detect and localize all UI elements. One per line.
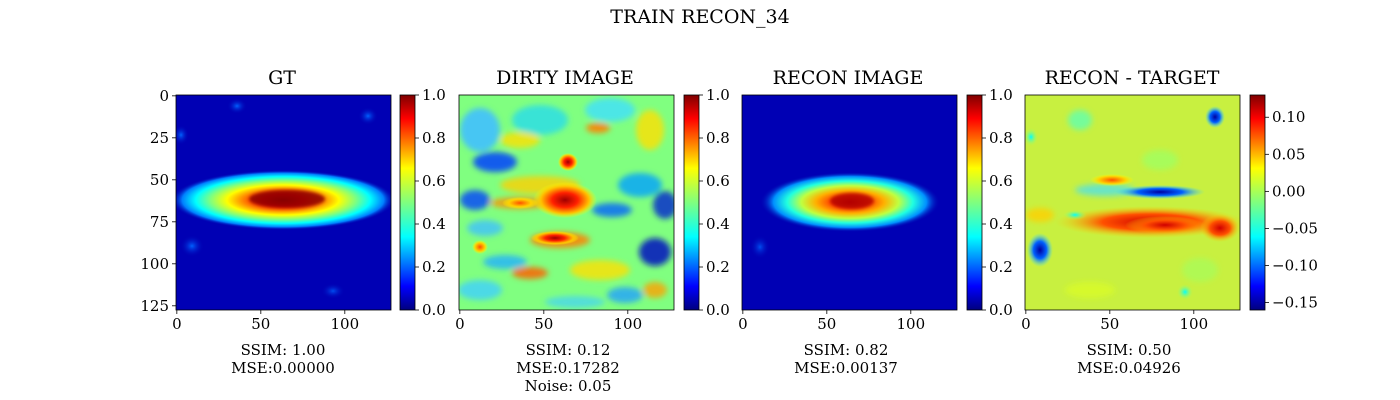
colorbar-tick-label: −0.10 — [1272, 257, 1318, 275]
caption-dirty-ssim: SSIM: 0.12 — [525, 341, 611, 359]
panel-title-gt: GT — [268, 67, 296, 89]
colorbar-residual — [1249, 94, 1266, 311]
x-tick-label: 100 — [330, 315, 359, 333]
colorbar-tick-label: 0.2 — [706, 258, 730, 276]
caption-gt: SSIM: 1.00 MSE:0.00000 — [153, 341, 413, 377]
heatmap-dirty — [459, 95, 674, 310]
x-tick-label: 100 — [613, 315, 642, 333]
colorbar-tick-label: −0.05 — [1272, 219, 1318, 237]
colorbar-tick-label: 0.4 — [422, 215, 446, 233]
caption-residual-ssim: SSIM: 0.50 — [1086, 341, 1172, 359]
colorbar-tick-label: 0.8 — [989, 129, 1013, 147]
figure-title: TRAIN RECON_34 — [610, 6, 790, 28]
colorbar-tick-label: 0.0 — [706, 301, 730, 319]
panel-title-dirty: DIRTY IMAGE — [496, 67, 634, 89]
colorbar-gt — [399, 94, 416, 311]
caption-gt-mse: MSE:0.00000 — [231, 359, 335, 377]
colorbar-tick-label: 0.10 — [1272, 108, 1305, 126]
colorbar-tick-label: 0.0 — [422, 301, 446, 319]
colorbar-tick-label: 0.6 — [422, 172, 446, 190]
x-tick-label: 0 — [738, 315, 748, 333]
x-tick-label: 50 — [1100, 315, 1119, 333]
colorbar-tick-label: 1.0 — [706, 86, 730, 104]
y-tick-label: 100 — [140, 255, 169, 273]
colorbar-tick-label: −0.15 — [1272, 294, 1318, 312]
x-tick-label: 0 — [172, 315, 182, 333]
colorbar-recon — [966, 94, 983, 311]
colorbar-tick-label: 0.00 — [1272, 182, 1305, 200]
caption-recon-mse: MSE:0.00137 — [794, 359, 898, 377]
y-tick-label: 125 — [140, 297, 169, 315]
x-tick-label: 50 — [534, 315, 553, 333]
caption-gt-ssim: SSIM: 1.00 — [240, 341, 326, 359]
heatmap-residual — [1025, 95, 1240, 310]
caption-residual-mse: MSE:0.04926 — [1077, 359, 1181, 377]
heatmap-gt — [176, 95, 391, 310]
x-tick-label: 100 — [896, 315, 925, 333]
colorbar-tick-label: 1.0 — [422, 86, 446, 104]
colorbar-tick-label: 0.6 — [706, 172, 730, 190]
colorbar-tick-label: 0.2 — [422, 258, 446, 276]
caption-recon: SSIM: 0.82 MSE:0.00137 — [716, 341, 976, 377]
colorbar-tick-label: 0.4 — [706, 215, 730, 233]
y-tick-label: 75 — [150, 213, 169, 231]
caption-residual: SSIM: 0.50 MSE:0.04926 — [999, 341, 1259, 377]
x-tick-label: 100 — [1179, 315, 1208, 333]
colorbar-tick-label: 0.4 — [989, 215, 1013, 233]
x-tick-label: 50 — [817, 315, 836, 333]
colorbar-tick-label: 0.6 — [989, 172, 1013, 190]
colorbar-dirty — [683, 94, 700, 311]
x-tick-label: 50 — [251, 315, 270, 333]
caption-dirty: SSIM: 0.12 MSE:0.17282 Noise: 0.05 — [438, 341, 698, 395]
colorbar-tick-label: 0.8 — [706, 129, 730, 147]
x-tick-label: 0 — [1021, 315, 1031, 333]
colorbar-tick-label: 0.0 — [989, 301, 1013, 319]
colorbar-tick-label: 0.05 — [1272, 145, 1305, 163]
axis-ticks: 0 50 100 0 25 50 75 100 125 0.0 0.2 0.4 0.6 0.8 1.0 0 50… — [140, 86, 1318, 333]
colorbar-tick-label: 1.0 — [989, 86, 1013, 104]
y-tick-label: 0 — [159, 87, 169, 105]
caption-dirty-mse: MSE:0.17282 — [516, 359, 620, 377]
caption-recon-ssim: SSIM: 0.82 — [803, 341, 889, 359]
y-tick-label: 25 — [150, 129, 169, 147]
y-tick-label: 50 — [150, 171, 169, 189]
caption-dirty-noise: Noise: 0.05 — [524, 377, 612, 395]
colorbar-tick-label: 0.2 — [989, 258, 1013, 276]
panel-title-recon: RECON IMAGE — [772, 67, 924, 89]
heatmap-recon — [742, 95, 957, 310]
x-tick-label: 0 — [455, 315, 465, 333]
panel-title-residual: RECON - TARGET — [1044, 67, 1220, 89]
colorbar-tick-label: 0.8 — [422, 129, 446, 147]
